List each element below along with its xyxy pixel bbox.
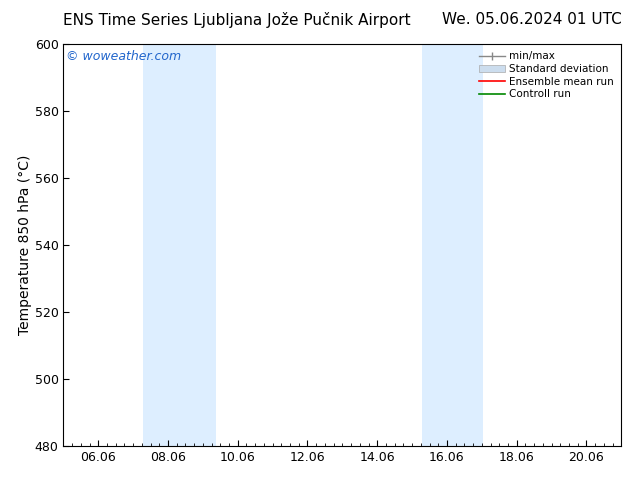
Bar — [143, 44, 216, 446]
Text: We. 05.06.2024 01 UTC: We. 05.06.2024 01 UTC — [441, 12, 621, 27]
Legend: min/max, Standard deviation, Ensemble mean run, Controll run: min/max, Standard deviation, Ensemble me… — [475, 47, 618, 103]
Bar — [422, 44, 483, 446]
Text: © woweather.com: © woweather.com — [66, 50, 181, 63]
Text: ENS Time Series Ljubljana Jože Pučnik Airport: ENS Time Series Ljubljana Jože Pučnik Ai… — [63, 12, 411, 28]
Y-axis label: Temperature 850 hPa (°C): Temperature 850 hPa (°C) — [18, 155, 32, 335]
